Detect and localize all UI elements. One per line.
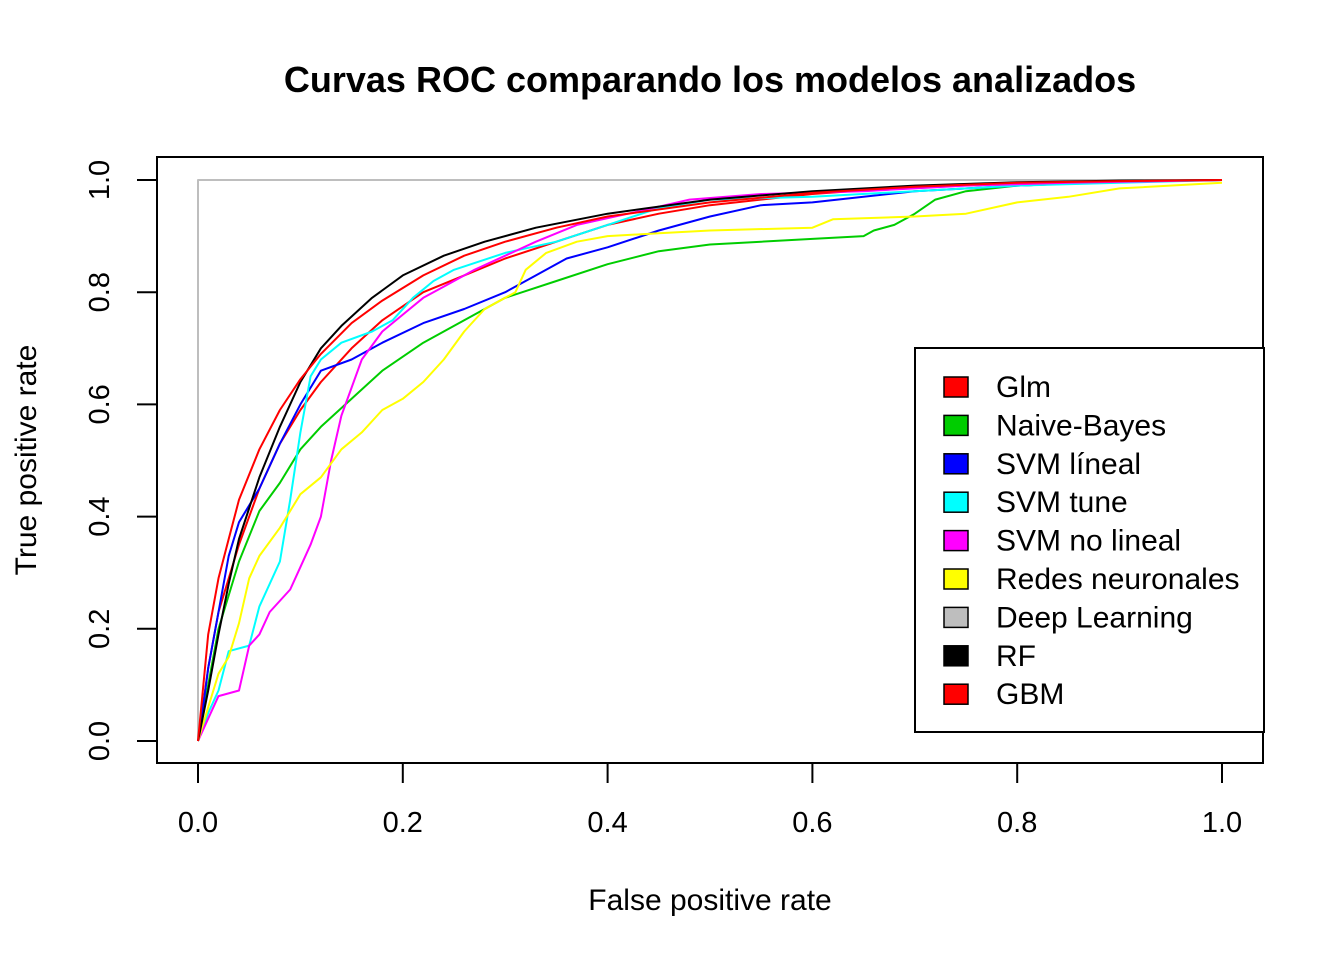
y-tick-label: 0.4 (84, 496, 116, 536)
legend-label: RF (996, 640, 1036, 673)
legend-swatch (943, 453, 969, 475)
x-tick-label: 0.6 (792, 807, 832, 839)
series-line-rf (197, 179, 1223, 742)
legend-swatch (943, 683, 969, 705)
y-tick-label: 0.8 (84, 272, 116, 312)
legend-swatch (943, 491, 969, 513)
x-tick-label: 0.0 (178, 807, 218, 839)
series-line-naive-bayes (197, 179, 1223, 742)
y-tick-label: 1.0 (84, 160, 116, 200)
legend-box (914, 347, 1265, 733)
chart-title: Curvas ROC comparando los modelos analiz… (284, 59, 1136, 100)
series-line-deep-learning (197, 179, 1222, 741)
legend-label: SVM no lineal (996, 525, 1181, 558)
legend-swatch (943, 645, 969, 667)
legend: Glm Naive-Bayes SVM líneal SVM tune SVM no l… (914, 347, 1265, 733)
y-axis: 0.0 0.2 0.4 0.6 0.8 1.0 (84, 160, 158, 761)
legend-label: Deep Learning (996, 601, 1193, 634)
legend-label: Redes neuronales (996, 563, 1240, 596)
legend-swatch (943, 376, 969, 398)
y-tick-label: 0.6 (84, 384, 116, 424)
legend-label: Naive-Bayes (996, 409, 1166, 442)
series-line-gbm (197, 179, 1223, 742)
x-tick-label: 0.2 (383, 807, 423, 839)
legend-label: SVM tune (996, 486, 1128, 519)
legend-label: SVM líneal (996, 448, 1141, 481)
y-axis-label: True positive rate (10, 345, 43, 576)
legend-swatch (943, 414, 969, 437)
x-tick-label: 1.0 (1202, 807, 1242, 839)
series-line-svm-tune (197, 179, 1223, 742)
series-line-redes-neuronales (197, 181, 1223, 742)
legend-swatch (943, 568, 969, 590)
x-tick-label: 0.8 (997, 807, 1037, 839)
legend-label: Glm (996, 371, 1051, 404)
series-line-svm-lineal (197, 179, 1223, 742)
series-line-svm-no-lineal (197, 179, 1223, 742)
y-tick-label: 0.0 (84, 721, 116, 761)
y-tick-label: 0.2 (84, 609, 116, 649)
legend-label: GBM (996, 678, 1064, 711)
x-axis-label: False positive rate (588, 884, 831, 917)
x-tick-label: 0.4 (587, 807, 627, 839)
plot-lines (197, 179, 1223, 742)
legend-swatch (943, 606, 969, 629)
legend-swatch (943, 529, 969, 552)
x-axis: 0.0 0.2 0.4 0.6 0.8 1.0 (178, 762, 1242, 839)
